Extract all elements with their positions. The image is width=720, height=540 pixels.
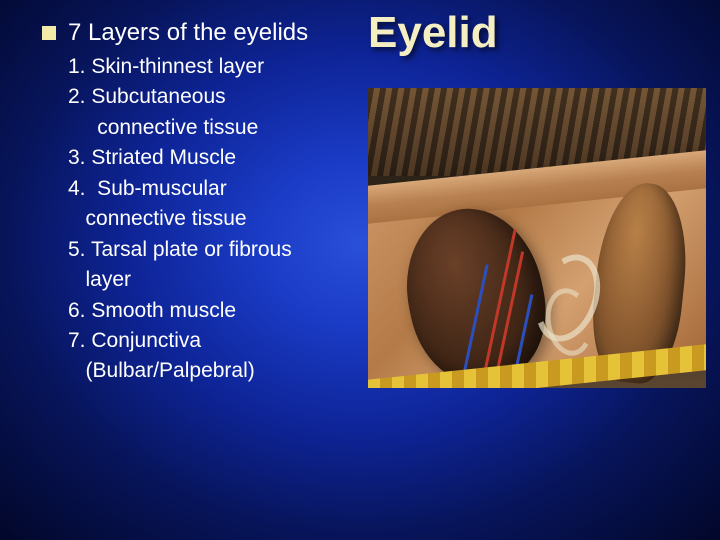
list-item: 2. Subcutaneous connective tissue <box>68 82 372 143</box>
list-item: 7. Conjunctiva (Bulbar/Palpebral) <box>68 326 372 387</box>
square-bullet-icon <box>42 26 56 40</box>
eyelid-anatomy-figure <box>368 88 706 388</box>
text-content-block: 7 Layers of the eyelids 1. Skin-thinnest… <box>42 18 372 387</box>
heading-row: 7 Layers of the eyelids <box>42 18 372 48</box>
list-heading: 7 Layers of the eyelids <box>68 18 308 48</box>
ordered-layer-list: 1. Skin-thinnest layer 2. Subcutaneous c… <box>68 52 372 387</box>
list-item: 3. Striated Muscle <box>68 143 372 173</box>
list-item: 5. Tarsal plate or fibrous layer <box>68 235 372 296</box>
list-item: 6. Smooth muscle <box>68 296 372 326</box>
slide-title: Eyelid <box>368 8 498 58</box>
list-item: 4. Sub-muscular connective tissue <box>68 174 372 235</box>
list-item: 1. Skin-thinnest layer <box>68 52 372 82</box>
